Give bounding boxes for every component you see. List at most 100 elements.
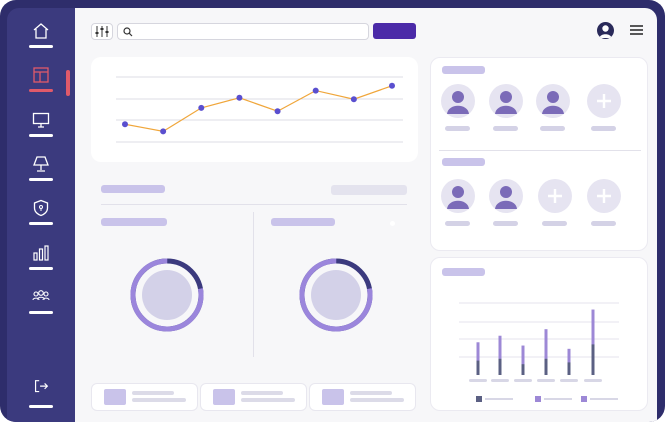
filter-button[interactable] (91, 23, 113, 40)
search-box[interactable] (117, 23, 369, 40)
tick-label (560, 379, 578, 382)
shield-icon (33, 199, 49, 217)
sidebar-item-analytics[interactable] (7, 244, 75, 274)
bar (498, 358, 502, 375)
avatar[interactable] (597, 22, 614, 39)
divider (439, 150, 641, 151)
plus-icon (548, 189, 562, 203)
bar (476, 360, 480, 375)
data-point (350, 96, 357, 103)
member-label (591, 221, 616, 226)
section-title-pill (101, 185, 165, 193)
legend-swatch (535, 396, 541, 402)
team-title-1 (442, 66, 485, 74)
person-icon (447, 91, 469, 114)
tick-label (491, 379, 509, 382)
sidebar-item-security[interactable] (7, 199, 75, 229)
add-member-button[interactable] (538, 179, 572, 213)
donut-left-title (101, 218, 167, 226)
member-avatar[interactable] (489, 179, 523, 213)
add-member-button[interactable] (587, 84, 621, 118)
team-title-2 (442, 158, 485, 166)
bar (591, 344, 595, 375)
data-point (389, 82, 395, 89)
logout-button[interactable] (7, 378, 75, 408)
active-nav-indicator (66, 70, 70, 96)
bar (567, 362, 571, 375)
add-member-button[interactable] (587, 179, 621, 213)
legend-label (590, 398, 618, 400)
bar-chart-title (442, 268, 485, 276)
toggle-dot[interactable] (390, 221, 395, 226)
bar-chart (459, 302, 619, 402)
mini-card-1[interactable] (91, 383, 198, 411)
sidebar-item-home[interactable] (7, 22, 75, 52)
team-icon (32, 290, 50, 301)
bar-chart-card (430, 257, 648, 411)
member-label (542, 221, 567, 226)
member-label (493, 221, 518, 226)
search-button[interactable] (373, 23, 416, 39)
sidebar-item-layout[interactable] (7, 66, 75, 96)
sliders-icon (95, 26, 109, 37)
team-card (430, 57, 648, 251)
data-point (160, 128, 167, 135)
tick-label (514, 379, 532, 382)
member-label (591, 126, 616, 131)
topbar (75, 8, 657, 54)
logout-icon (34, 380, 49, 393)
member-avatar[interactable] (441, 179, 475, 213)
data-point (236, 94, 243, 101)
person-icon (542, 91, 564, 114)
lamp-icon (33, 156, 49, 172)
bar (567, 348, 571, 375)
search-icon (123, 27, 133, 37)
sidebar-item-monitor[interactable] (7, 111, 75, 141)
person-icon (495, 186, 517, 209)
member-label (445, 126, 470, 131)
bar (521, 364, 525, 375)
bar-chart-icon (33, 245, 49, 261)
plus-icon (597, 189, 611, 203)
plus-icon (597, 94, 611, 108)
series-line (124, 85, 393, 133)
tick-label (584, 379, 602, 382)
bar (498, 335, 502, 375)
member-avatar[interactable] (489, 84, 523, 118)
monitor-icon (32, 112, 50, 128)
bar (544, 358, 548, 375)
member-avatar[interactable] (536, 84, 570, 118)
sidebar-item-team[interactable] (7, 288, 75, 318)
line-chart (116, 76, 403, 143)
legend-swatch (476, 396, 482, 402)
sidebar (7, 8, 75, 422)
line-chart-card (91, 57, 418, 162)
member-label (445, 221, 470, 226)
sidebar-item-lamp[interactable] (7, 155, 75, 185)
donut-right-title (271, 218, 335, 226)
member-avatar[interactable] (441, 84, 475, 118)
section-action-pill[interactable] (331, 185, 407, 195)
bar (521, 345, 525, 375)
legend-swatch (581, 396, 587, 402)
layout-icon (33, 67, 49, 83)
search-input[interactable] (136, 25, 364, 38)
hamburger-icon[interactable] (630, 24, 643, 36)
mini-card-2[interactable] (200, 383, 307, 411)
tick-label (537, 379, 555, 382)
legend-label (544, 398, 572, 400)
divider (101, 204, 407, 205)
user-icon (599, 25, 612, 38)
data-point (274, 108, 281, 115)
bar (476, 342, 480, 375)
data-point (198, 104, 205, 111)
bar (591, 309, 595, 375)
donut-right (299, 258, 373, 332)
mini-card-3[interactable] (309, 383, 416, 411)
tick-label (469, 379, 487, 382)
bar (544, 329, 548, 375)
data-point (122, 121, 128, 128)
legend-label (485, 398, 513, 400)
person-icon (495, 91, 517, 114)
